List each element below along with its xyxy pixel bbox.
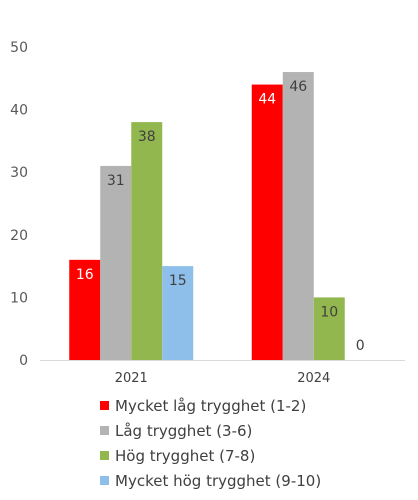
data-label: 46 — [289, 79, 307, 95]
y-axis: 0 10 20 30 40 50 — [10, 40, 28, 369]
data-label: 10 — [320, 304, 338, 320]
x-axis: 2021 2024 — [115, 371, 331, 386]
data-label: 44 — [258, 92, 276, 108]
y-tick-label: 40 — [10, 103, 28, 119]
bar — [131, 122, 163, 361]
y-tick-label: 20 — [10, 228, 28, 244]
bar — [69, 259, 101, 360]
legend-label: Mycket låg trygghet (1-2) — [115, 396, 307, 415]
bar — [100, 165, 132, 360]
x-tick-label: 2021 — [115, 371, 148, 386]
legend-swatch — [100, 426, 109, 435]
legend-item: Låg trygghet (3-6) — [100, 418, 321, 443]
legend-item: Mycket hög trygghet (9-10) — [100, 468, 321, 493]
legend-swatch — [100, 451, 109, 460]
y-tick-label: 10 — [10, 290, 28, 306]
bar — [282, 72, 314, 360]
data-label: 31 — [107, 173, 125, 189]
legend-swatch — [100, 401, 109, 410]
x-tick-label: 2024 — [297, 371, 330, 386]
data-label: 38 — [138, 129, 156, 145]
legend-item: Mycket låg trygghet (1-2) — [100, 393, 321, 418]
bar-group — [69, 72, 345, 361]
legend: Mycket låg trygghet (1-2) Låg trygghet (3… — [100, 393, 321, 493]
data-label: 0 — [356, 338, 365, 354]
bar — [251, 84, 283, 360]
y-tick-label: 30 — [10, 165, 28, 181]
legend-label: Mycket hög trygghet (9-10) — [115, 471, 322, 490]
y-tick-label: 0 — [19, 353, 28, 369]
data-labels: 16 31 38 15 44 46 10 0 — [76, 79, 365, 354]
legend-item: Hög trygghet (7-8) — [100, 443, 321, 468]
legend-label: Hög trygghet (7-8) — [115, 446, 256, 465]
bar — [162, 266, 194, 360]
y-tick-label: 50 — [10, 40, 28, 56]
data-label: 15 — [169, 273, 187, 289]
legend-label: Låg trygghet (3-6) — [115, 421, 253, 440]
bar-chart: 0 10 20 30 40 50 16 31 38 15 44 46 10 0 2021 2024 — [10, 40, 405, 386]
legend-swatch — [100, 476, 109, 485]
data-label: 16 — [76, 267, 94, 283]
bar — [313, 297, 345, 360]
